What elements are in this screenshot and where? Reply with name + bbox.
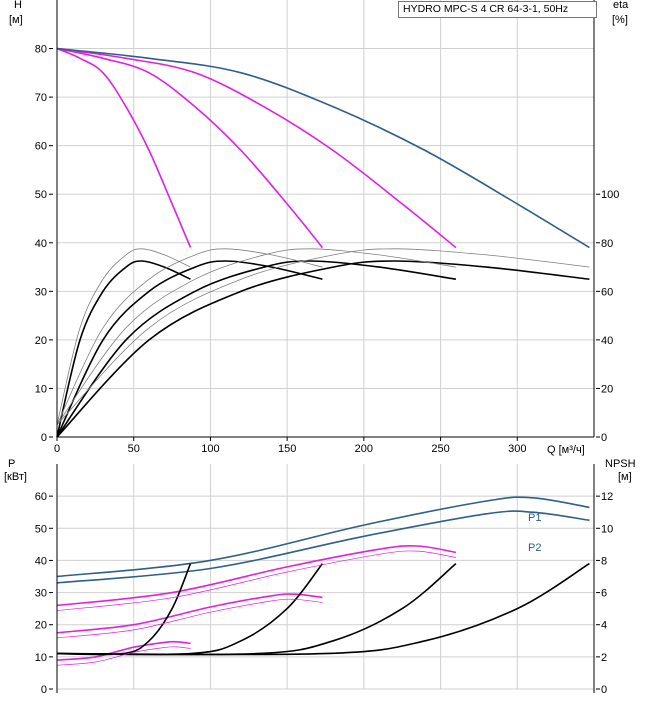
top-right-tick-label: 80 [601, 238, 613, 250]
top-h-2-pumps-line [56, 47, 324, 249]
top-h-4-pumps-line [56, 47, 590, 249]
top-right-tick-label: 0 [601, 432, 607, 444]
bottom-npsh-3-pumps-line [56, 562, 457, 656]
x-tick-label: 200 [355, 443, 373, 455]
top-right-tick-label: 60 [601, 286, 613, 298]
bottom-right-tick-label: 12 [601, 491, 613, 503]
top-eta-1-pump-secondary-line [56, 248, 191, 425]
bottom-p1-3-pumps-secondary-line [56, 550, 456, 611]
top-left-tick-label: 80 [35, 44, 47, 56]
bottom-left-tick-label: 50 [35, 523, 47, 535]
bottom-p1-3-pumps-line [56, 544, 457, 607]
top-left-tick-label: 40 [35, 238, 47, 250]
bottom-right-tick-label: 4 [601, 620, 607, 632]
top-left-tick-label: 30 [35, 286, 47, 298]
p2-curve-label: P2 [528, 542, 541, 554]
curve-layer [56, 47, 590, 666]
top-right-tick-label: 20 [601, 383, 613, 395]
annotation-layer: P1 P2 [528, 512, 541, 554]
top-right-tick-label: 100 [601, 189, 619, 201]
top-eta-1-pump-line [56, 260, 191, 438]
top-h-3-pumps-line [56, 47, 457, 249]
bottom-right-axis-unit: [м] [618, 471, 632, 483]
bottom-left-tick-label: 40 [35, 555, 47, 567]
bottom-p1-line [56, 496, 590, 578]
top-eta-4-pumps-secondary-line [56, 248, 590, 426]
bottom-right-tick-label: 0 [601, 684, 607, 696]
chart-title: HYDRO MPC-S 4 CR 64-3-1, 50Hz [398, 1, 597, 18]
top-left-tick-label: 10 [35, 383, 47, 395]
bottom-left-axis-unit: [кВт] [4, 471, 27, 483]
bottom-left-tick-label: 20 [35, 620, 47, 632]
top-left-tick-label: 0 [41, 432, 47, 444]
grid-layer [56, 0, 595, 690]
top-right-tick-label: 40 [601, 335, 613, 347]
bottom-right-tick-label: 2 [601, 652, 607, 664]
bottom-left-axis-label: P [8, 458, 15, 470]
top-eta-2-pumps-secondary-line [56, 248, 323, 426]
bottom-left-tick-label: 0 [41, 684, 47, 696]
bottom-right-axis-label: NPSH [605, 458, 636, 470]
bottom-right-tick-label: 8 [601, 555, 607, 567]
top-right-axis-unit: [%] [612, 14, 628, 26]
bottom-p1-2-pumps-line [56, 593, 323, 634]
x-tick-label: 50 [128, 443, 140, 455]
top-left-tick-label: 60 [35, 141, 47, 153]
top-right-axis-label: eta [613, 0, 629, 11]
top-eta-4-pumps-line [56, 260, 590, 438]
top-left-tick-label: 50 [35, 189, 47, 201]
bottom-npsh-4-pumps-line [56, 562, 590, 656]
p1-curve-label: P1 [528, 512, 541, 524]
bottom-p1-1-pump-line [56, 640, 191, 661]
x-tick-label: 100 [201, 443, 219, 455]
bottom-right-tick-label: 10 [601, 523, 613, 535]
bottom-npsh-2-pumps-line [56, 563, 324, 656]
bottom-left-tick-label: 60 [35, 491, 47, 503]
bottom-p1-1-pump-secondary-line [56, 646, 191, 666]
axis-layer: H [м] eta [%] Q [м³/ч] P [кВт] NPSH [м] … [4, 0, 636, 696]
top-eta-3-pumps-secondary-line [56, 248, 456, 426]
x-tick-label: 0 [54, 443, 60, 455]
bottom-p1-2-pumps-secondary-line [56, 598, 323, 639]
top-eta-2-pumps-line [56, 260, 323, 438]
top-left-axis-unit: [м] [9, 14, 23, 26]
bottom-right-tick-label: 6 [601, 588, 607, 600]
bottom-p2-line [56, 510, 590, 584]
top-h-1-pump-line [56, 47, 192, 248]
bottom-left-tick-label: 10 [35, 652, 47, 664]
top-left-tick-label: 70 [35, 92, 47, 104]
x-axis-label: Q [м³/ч] [547, 444, 585, 456]
top-left-axis-label: H [14, 0, 22, 11]
top-eta-3-pumps-line [56, 260, 457, 438]
top-left-tick-label: 20 [35, 335, 47, 347]
x-tick-label: 300 [508, 443, 526, 455]
x-tick-label: 150 [278, 443, 296, 455]
x-tick-label: 250 [431, 443, 449, 455]
bottom-left-tick-label: 30 [35, 588, 47, 600]
